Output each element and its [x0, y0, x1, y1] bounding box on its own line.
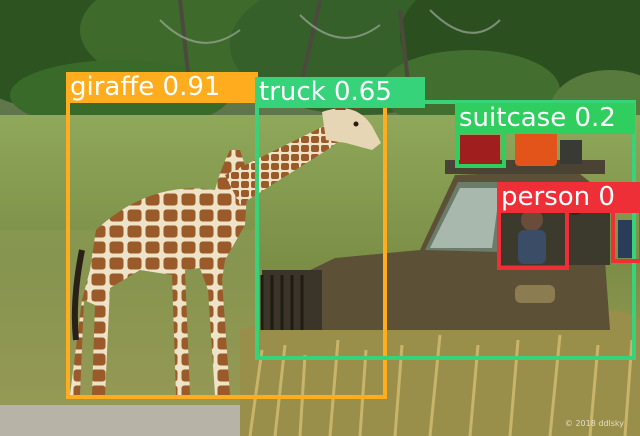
photo-watermark: © 2018 ddlsky	[564, 419, 624, 428]
suitcase-score-text: 0.2	[574, 103, 616, 133]
giraffe-label-text: giraffe	[70, 72, 155, 102]
person-bbox	[497, 206, 569, 270]
truck-bbox	[255, 100, 636, 360]
truck-label-text: truck	[259, 77, 326, 107]
person-label-text: person	[501, 182, 591, 212]
person-label-tag: person 0	[497, 182, 640, 213]
giraffe-label-tag: giraffe 0.91	[66, 72, 258, 103]
truck-score-text: 0.65	[333, 77, 392, 107]
suitcase-label-tag: suitcase 0.2	[455, 103, 635, 134]
person-score-text: 0	[598, 182, 615, 212]
person-edge-bbox	[611, 205, 640, 263]
suitcase-label-text: suitcase	[459, 103, 567, 133]
dirt-road	[0, 405, 250, 436]
truck-label-tag: truck 0.65	[255, 77, 425, 108]
giraffe-animal	[70, 97, 381, 395]
giraffe-score-text: 0.91	[162, 72, 221, 102]
tall-grass	[240, 310, 640, 436]
roof-luggage	[460, 128, 582, 166]
person-figure	[518, 209, 632, 264]
